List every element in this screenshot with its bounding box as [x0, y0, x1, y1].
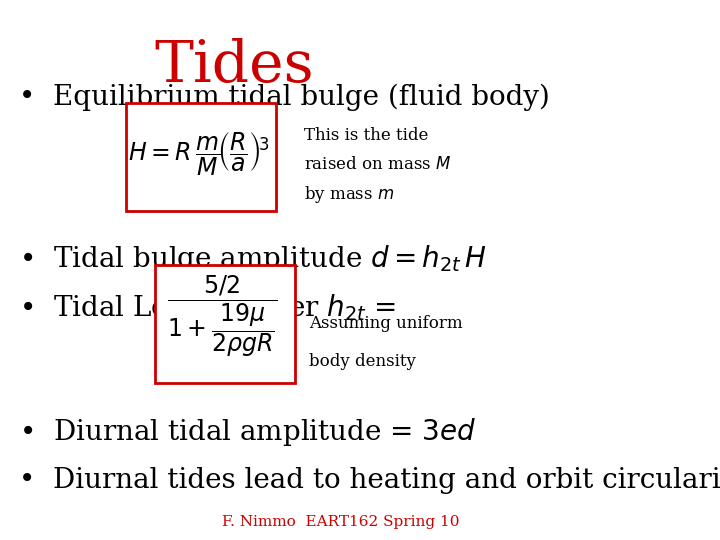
FancyBboxPatch shape [155, 265, 295, 383]
Text: Tides: Tides [154, 38, 314, 94]
Text: raised on mass $M$: raised on mass $M$ [305, 156, 452, 173]
Text: F. Nimmo  EART162 Spring 10: F. Nimmo EART162 Spring 10 [222, 515, 459, 529]
Text: $H = R\,\dfrac{m}{M}\!\left(\dfrac{R}{a}\right)^{\!3}$: $H = R\,\dfrac{m}{M}\!\left(\dfrac{R}{a}… [128, 130, 270, 178]
FancyBboxPatch shape [127, 103, 276, 211]
Text: •  Equilibrium tidal bulge (fluid body): • Equilibrium tidal bulge (fluid body) [19, 84, 549, 111]
Text: •  Diurnal tidal amplitude = $3ed$: • Diurnal tidal amplitude = $3ed$ [19, 416, 476, 448]
Text: •  Diurnal tides lead to heating and orbit circularization: • Diurnal tides lead to heating and orbi… [19, 467, 720, 494]
Text: Assuming uniform: Assuming uniform [309, 315, 463, 333]
Text: •  Tidal Love number $h_{2t}$ =: • Tidal Love number $h_{2t}$ = [19, 292, 396, 323]
Text: by mass $m$: by mass $m$ [305, 184, 395, 205]
Text: $\dfrac{5/2}{1+\dfrac{19\mu}{2\rho g R}}$: $\dfrac{5/2}{1+\dfrac{19\mu}{2\rho g R}}… [167, 273, 278, 359]
Text: This is the tide: This is the tide [305, 126, 429, 144]
Text: •  Tidal bulge amplitude $d = h_{2t}\, H$: • Tidal bulge amplitude $d = h_{2t}\, H$ [19, 243, 487, 275]
Text: body density: body density [309, 353, 416, 370]
